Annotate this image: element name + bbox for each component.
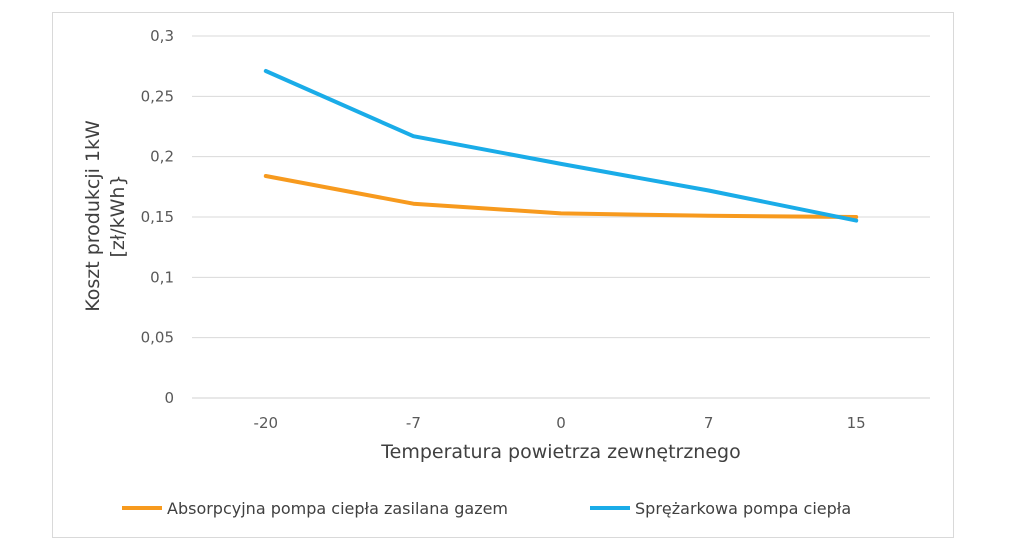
series-lines (263, 69, 859, 223)
y-tick-label: 0,15 (141, 208, 174, 226)
legend: Absorpcyjna pompa ciepła zasilana gazem … (122, 499, 851, 518)
legend-label-absorption: Absorpcyjna pompa ciepła zasilana gazem (167, 499, 508, 518)
y-axis-ticks: 0 0,05 0,1 0,15 0,2 0,25 0,3 (141, 27, 174, 407)
y-axis-title-line-1: Koszt produkcji 1kW (82, 120, 104, 312)
x-tick-label: 7 (704, 414, 714, 432)
x-axis-ticks: -20 -7 0 7 15 (254, 414, 866, 432)
x-tick-label: 15 (847, 414, 866, 432)
y-tick-label: 0,3 (150, 27, 174, 45)
x-tick-label: -7 (406, 414, 421, 432)
y-tick-label: 0,05 (141, 329, 174, 347)
y-tick-label: 0 (164, 389, 174, 407)
chart-frame (52, 12, 954, 538)
series-line-0 (263, 174, 859, 219)
y-tick-label: 0,25 (141, 87, 174, 105)
legend-label-compressor: Sprężarkowa pompa ciepła (635, 499, 851, 518)
y-axis-title-line-2: [zł/kWh} (107, 174, 129, 257)
series-line-1 (263, 69, 859, 223)
x-tick-label: 0 (556, 414, 566, 432)
y-tick-label: 0,1 (150, 268, 174, 286)
y-tick-label: 0,2 (150, 148, 174, 166)
x-axis-title: Temperatura powietrza zewnętrznego (380, 441, 740, 463)
x-tick-label: -20 (254, 414, 279, 432)
